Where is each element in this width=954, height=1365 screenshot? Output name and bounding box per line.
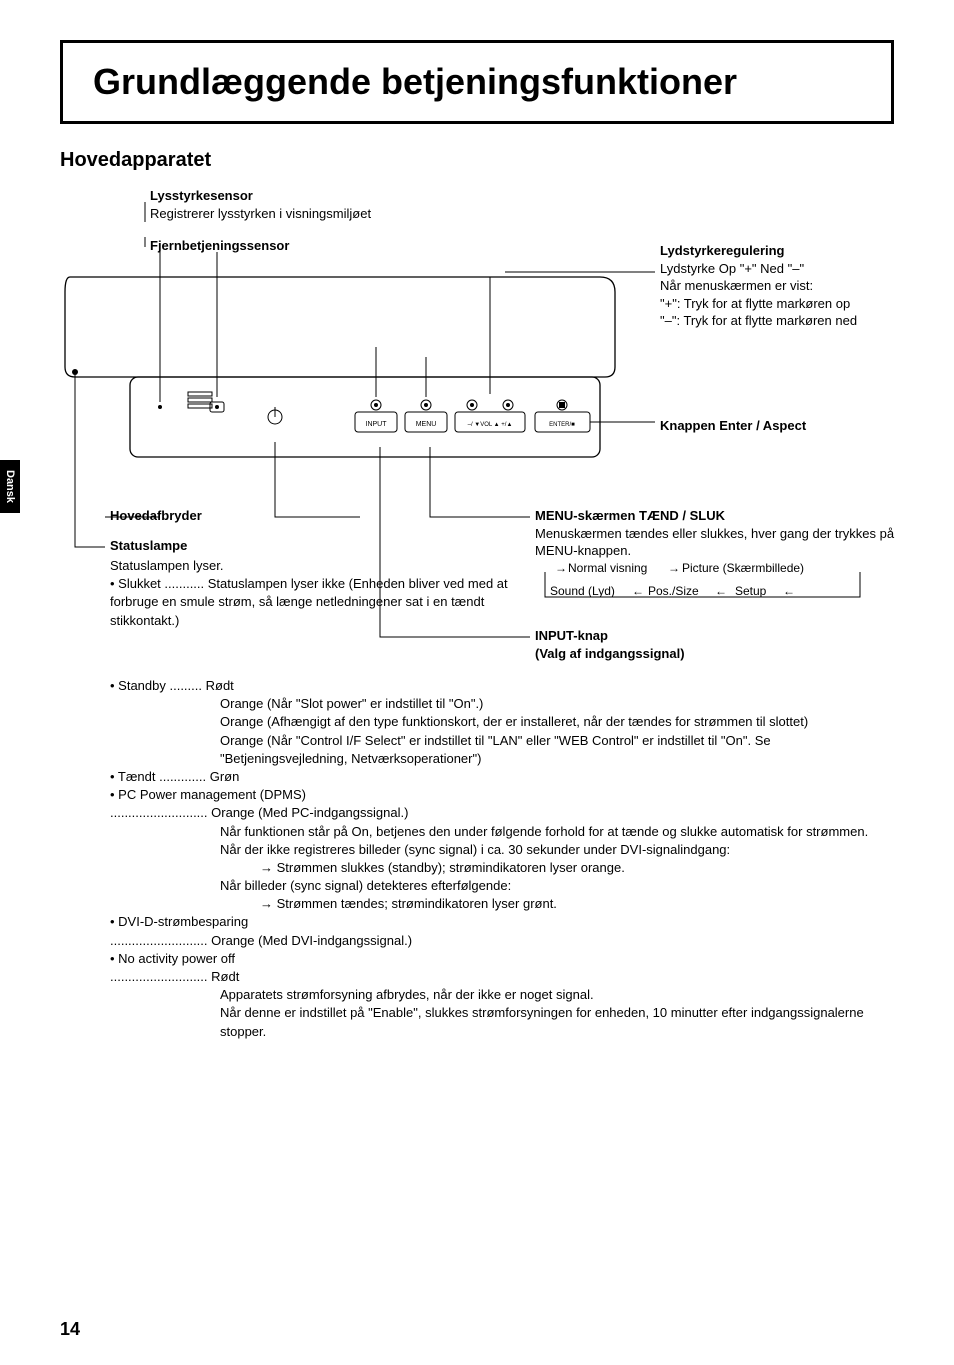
btn-input-text: INPUT bbox=[366, 421, 388, 428]
btn-enter-text: ENTER/■ bbox=[549, 422, 575, 428]
brightness-sensor-desc: Registrerer lysstyrken i visningsmiljøet bbox=[150, 206, 371, 221]
diagram-area: Lysstyrkesensor Registrerer lysstyrken i… bbox=[60, 187, 894, 667]
device-illustration: INPUT MENU –/ ▼VOL ▲ +/▲ ENTER/■ bbox=[60, 247, 620, 497]
page: Dansk Grundlæggende betjeningsfunktioner… bbox=[0, 0, 954, 1365]
svg-text:←: ← bbox=[632, 584, 644, 598]
label-brightness-sensor: Lysstyrkesensor Registrerer lysstyrken i… bbox=[150, 187, 470, 222]
status-dpms-line2arrow: → Strømmen slukkes (standby); strømindik… bbox=[110, 859, 894, 877]
btn-vol-text: –/ ▼VOL ▲ +/▲ bbox=[468, 422, 513, 428]
status-body: • Standby ......... Rødt Orange (Når "Sl… bbox=[110, 677, 894, 1041]
volume-line1: Lydstyrke Op "+" Ned "–" bbox=[660, 261, 804, 276]
label-enter: Knappen Enter / Aspect bbox=[660, 417, 900, 435]
language-tab: Dansk bbox=[0, 460, 20, 513]
cycle-b: Picture (Skærmbillede) bbox=[682, 561, 804, 575]
status-intro-area: Statuslampen lyser. • Slukket ..........… bbox=[110, 557, 510, 630]
status-dpms-line1: Når funktionen står på On, betjenes den … bbox=[220, 823, 894, 841]
status-dvid-label: • DVI-D-strømbesparing bbox=[110, 913, 894, 931]
svg-text:→: → bbox=[668, 561, 680, 575]
label-main-switch: Hovedafbryder bbox=[110, 507, 202, 525]
status-dpms-orange: Orange (Med PC-indgangssignal.) bbox=[211, 805, 408, 820]
status-dpms-line3: Når billeder (sync signal) detekteres ef… bbox=[220, 877, 894, 895]
volume-line3: "+": Tryk for at flytte markøren op bbox=[660, 296, 850, 311]
input-subtitle: (Valg af indgangssignal) bbox=[535, 646, 685, 661]
volume-title: Lydstyrkeregulering bbox=[660, 243, 785, 258]
btn-menu-text: MENU bbox=[416, 421, 437, 428]
status-standby-or2: Orange (Afhængigt af den type funktionsk… bbox=[220, 713, 894, 731]
status-noact-label: • No activity power off bbox=[110, 950, 894, 968]
status-intro: Statuslampen lyser. bbox=[110, 557, 510, 575]
cycle-c: Sound (Lyd) bbox=[550, 584, 615, 598]
status-dvid-text: Orange (Med DVI-indgangssignal.) bbox=[211, 933, 412, 948]
svg-text:←: ← bbox=[783, 584, 795, 598]
status-dpms-line2: Når der ikke registreres billeder (sync … bbox=[220, 841, 894, 859]
title-box: Grundlæggende betjeningsfunktioner bbox=[60, 40, 894, 124]
menu-desc: Menuskærmen tændes eller slukkes, hver g… bbox=[535, 526, 894, 559]
status-standby-label: • Standby ......... bbox=[110, 678, 202, 693]
status-dpms-label: • PC Power management (DPMS) bbox=[110, 786, 894, 804]
label-status-lamp: Statuslampe bbox=[110, 537, 187, 555]
cycle-a: Normal visning bbox=[568, 561, 647, 575]
status-dvid-dots: ........................... bbox=[110, 933, 208, 948]
status-dpms-line3arrow: → Strømmen tændes; strømindikatoren lyse… bbox=[110, 895, 894, 913]
main-switch-title: Hovedafbryder bbox=[110, 508, 202, 523]
status-noact-line1: Apparatets strømforsyning afbrydes, når … bbox=[220, 986, 894, 1004]
cycle-e: Setup bbox=[735, 584, 767, 598]
menu-cycle-box: → Normal visning → Picture (Skærmbillede… bbox=[540, 557, 870, 615]
menu-title: MENU-skærmen TÆND / SLUK bbox=[535, 508, 725, 523]
input-title: INPUT-knap bbox=[535, 628, 608, 643]
status-on-label: • Tændt ............. bbox=[110, 769, 206, 784]
brightness-sensor-title: Lysstyrkesensor bbox=[150, 188, 253, 203]
label-menu: MENU-skærmen TÆND / SLUK Menuskærmen tæn… bbox=[535, 507, 915, 560]
label-volume: Lydstyrkeregulering Lydstyrke Op "+" Ned… bbox=[660, 242, 900, 330]
enter-title: Knappen Enter / Aspect bbox=[660, 418, 806, 433]
status-on-text: Grøn bbox=[210, 769, 240, 784]
page-number: 14 bbox=[60, 1319, 80, 1340]
status-standby-or3: Orange (Når "Control I/F Select" er inds… bbox=[220, 732, 894, 768]
status-dpms-dots: ........................... bbox=[110, 805, 208, 820]
svg-text:→: → bbox=[555, 561, 567, 575]
status-standby-red: Rødt bbox=[206, 678, 234, 693]
status-noact-line2: Når denne er indstillet på "Enable", slu… bbox=[220, 1004, 894, 1040]
status-standby-or1: Orange (Når "Slot power" er indstillet t… bbox=[220, 695, 894, 713]
volume-line4: "–": Tryk for at flytte markøren ned bbox=[660, 313, 857, 328]
subheading: Hovedapparatet bbox=[60, 149, 894, 172]
cycle-d: Pos./Size bbox=[648, 584, 699, 598]
volume-line2: Når menuskærmen er vist: bbox=[660, 278, 813, 293]
svg-text:←: ← bbox=[715, 584, 727, 598]
status-off-label: • Slukket ........... bbox=[110, 576, 204, 591]
status-noact-dots: ........................... bbox=[110, 969, 208, 984]
label-input: INPUT-knap (Valg af indgangssignal) bbox=[535, 627, 685, 662]
status-noact-red: Rødt bbox=[211, 969, 239, 984]
page-title: Grundlæggende betjeningsfunktioner bbox=[93, 61, 861, 103]
status-lamp-title: Statuslampe bbox=[110, 538, 187, 553]
